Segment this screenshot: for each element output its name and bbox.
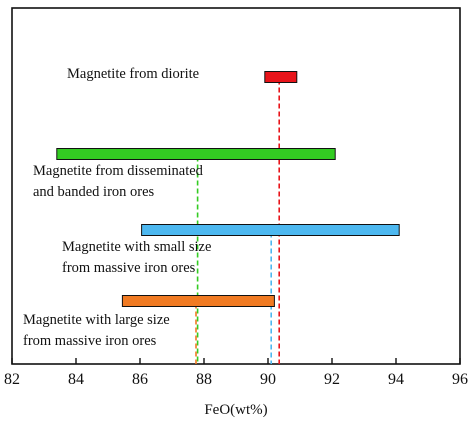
range-label: from massive iron ores [23, 333, 157, 349]
x-axis: 82 84 86 88 90 92 94 96 [4, 358, 468, 388]
plot-frame [11, 7, 461, 365]
x-tick-label: 84 [68, 371, 84, 388]
x-tick-label: 88 [196, 371, 212, 388]
range-label: Magnetite with large size [23, 312, 170, 328]
range-labels: Magnetite from diorite Magnetite from dis… [23, 66, 211, 349]
range-bar [141, 224, 400, 236]
x-tick-label: 82 [4, 371, 20, 388]
range-bar [264, 71, 298, 83]
x-tick-label: 90 [260, 371, 276, 388]
x-tick-label: 96 [452, 371, 468, 388]
x-axis-label: FeO(wt%) [204, 402, 267, 418]
range-label: Magnetite from disseminated [33, 163, 204, 179]
x-tick-label: 92 [324, 371, 340, 388]
range-bar [121, 295, 275, 307]
x-tick-label: 86 [132, 371, 148, 388]
x-tick-label: 94 [388, 371, 404, 388]
range-bars [56, 71, 400, 307]
range-bar [56, 148, 336, 160]
range-label: and banded iron ores [33, 184, 155, 200]
range-label: Magnetite with small size [62, 239, 211, 255]
range-label: from massive iron ores [62, 260, 196, 276]
range-label: Magnetite from diorite [67, 66, 199, 82]
mean-reference-lines [195, 71, 281, 364]
